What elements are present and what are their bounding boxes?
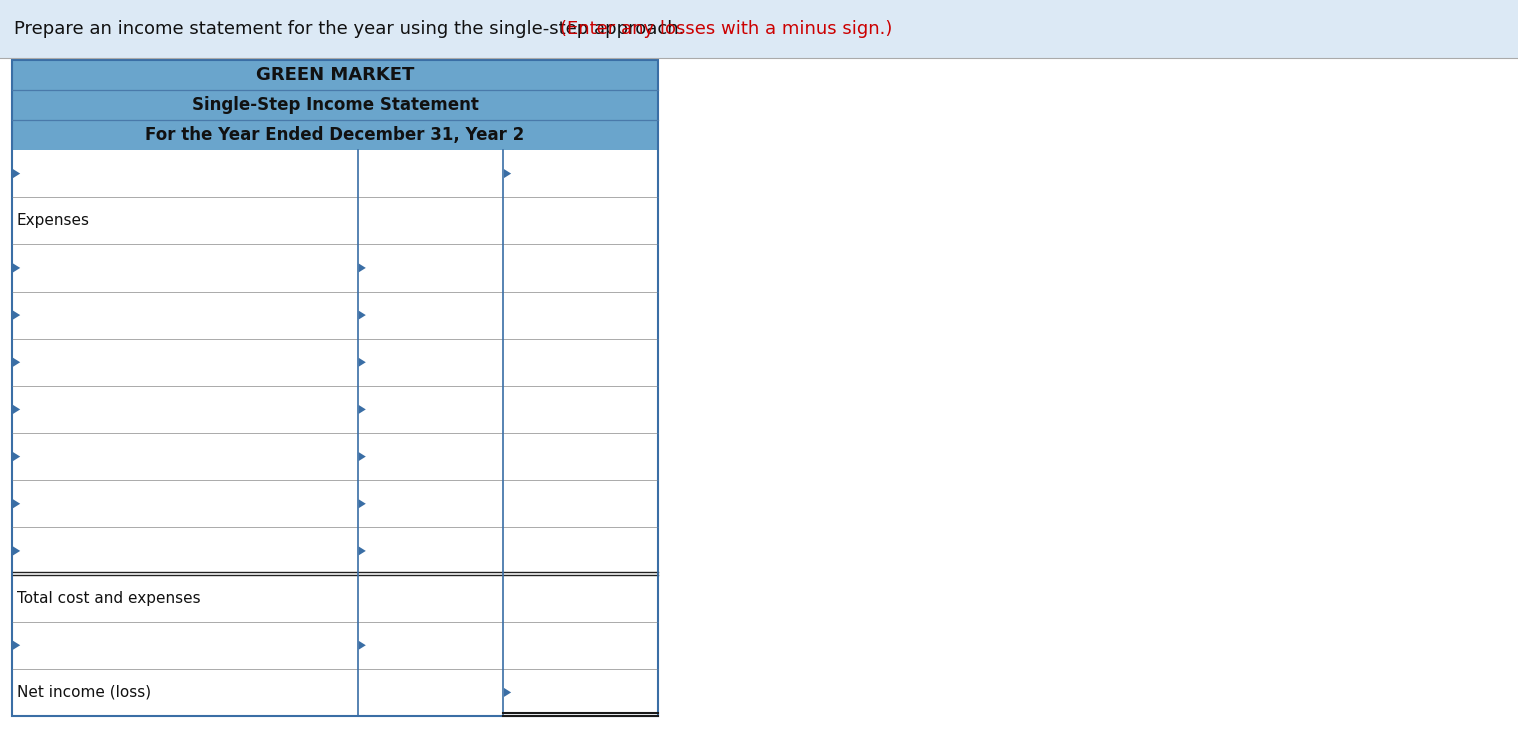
- Polygon shape: [14, 641, 20, 650]
- Polygon shape: [504, 688, 512, 697]
- Polygon shape: [358, 310, 366, 320]
- Polygon shape: [14, 546, 20, 556]
- Polygon shape: [358, 499, 366, 508]
- Bar: [12, 60, 657, 716]
- Polygon shape: [358, 358, 366, 367]
- Polygon shape: [14, 405, 20, 414]
- Polygon shape: [504, 169, 512, 178]
- Polygon shape: [358, 405, 366, 414]
- Text: Single-Step Income Statement: Single-Step Income Statement: [191, 96, 478, 114]
- Text: Expenses: Expenses: [17, 214, 90, 228]
- Bar: [12, 150, 657, 716]
- Polygon shape: [14, 499, 20, 508]
- Polygon shape: [358, 452, 366, 461]
- Polygon shape: [14, 452, 20, 461]
- Text: For the Year Ended December 31, Year 2: For the Year Ended December 31, Year 2: [146, 126, 525, 144]
- Text: Total cost and expenses: Total cost and expenses: [17, 591, 200, 606]
- Polygon shape: [358, 546, 366, 556]
- Polygon shape: [14, 358, 20, 367]
- Bar: [0, 0, 1518, 58]
- Polygon shape: [14, 310, 20, 320]
- Bar: [12, 60, 657, 150]
- Text: GREEN MARKET: GREEN MARKET: [257, 66, 414, 84]
- Text: Prepare an income statement for the year using the single-step approach.: Prepare an income statement for the year…: [14, 20, 685, 38]
- Polygon shape: [358, 641, 366, 650]
- Polygon shape: [14, 169, 20, 178]
- Polygon shape: [358, 263, 366, 272]
- Text: Net income (loss): Net income (loss): [17, 685, 152, 700]
- Polygon shape: [14, 263, 20, 272]
- Text: (Enter any losses with a minus sign.): (Enter any losses with a minus sign.): [560, 20, 893, 38]
